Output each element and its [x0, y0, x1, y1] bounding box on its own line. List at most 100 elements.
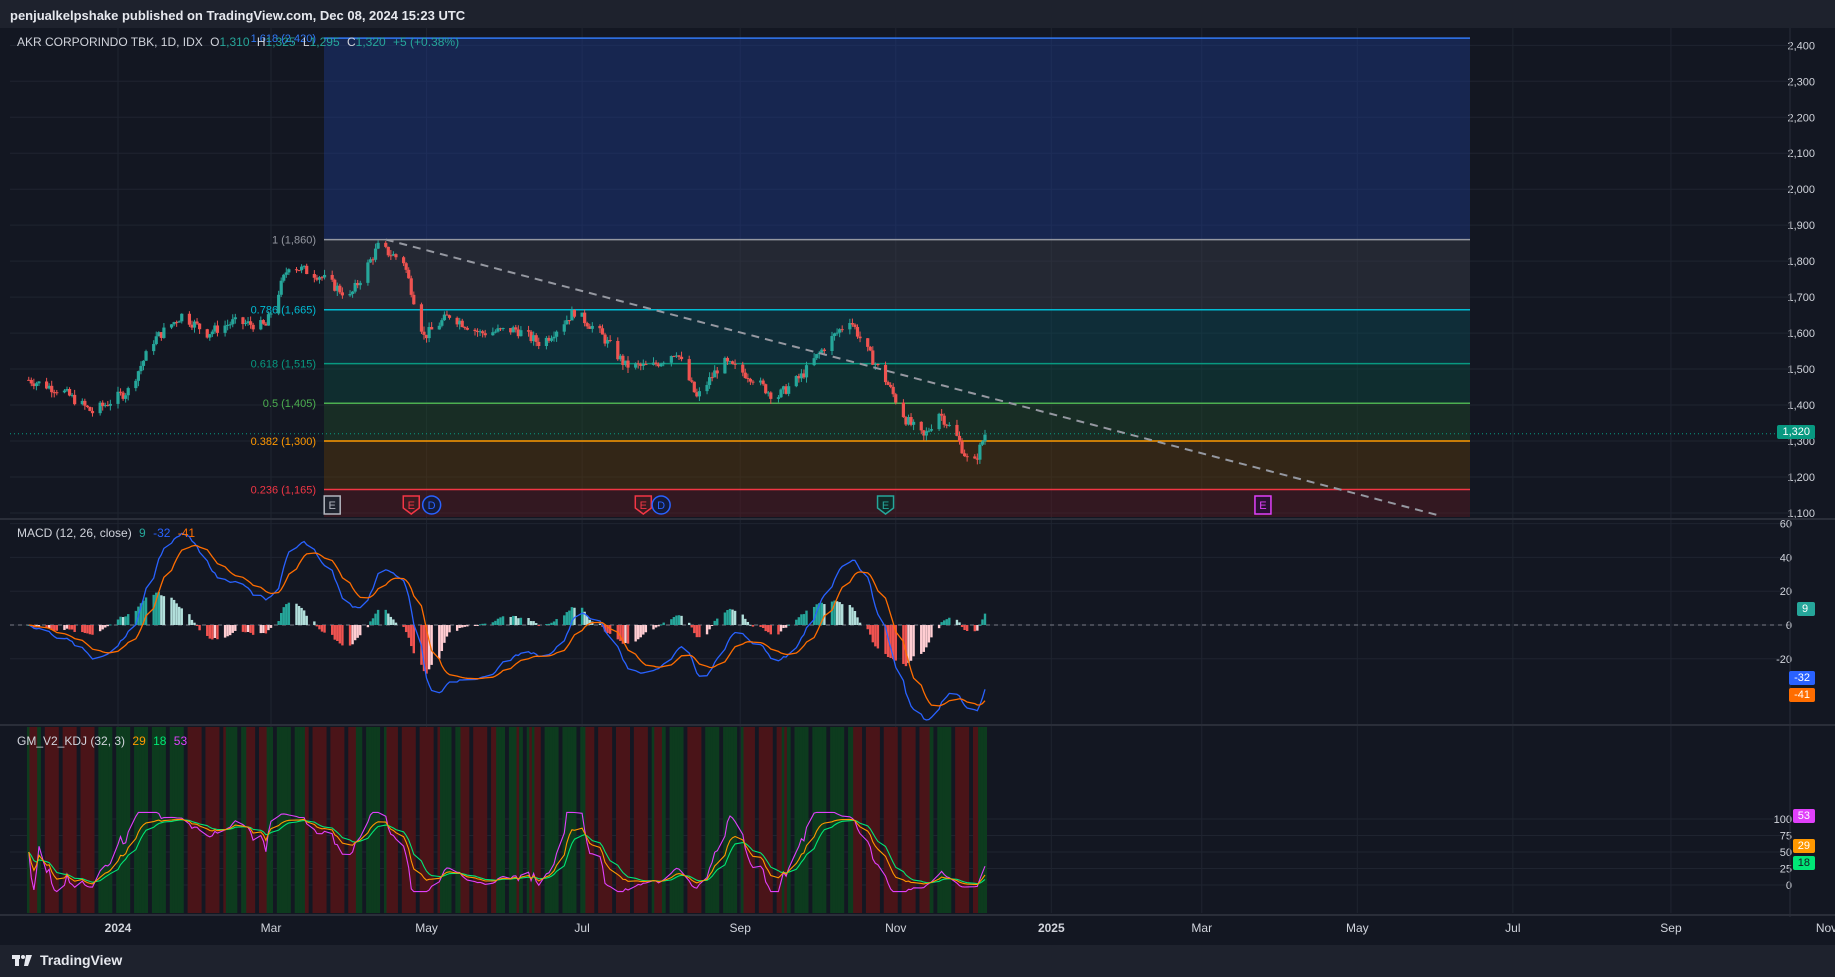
candle-body [942, 415, 946, 425]
tradingview-logo[interactable]: TradingView [12, 952, 122, 968]
candle-body [124, 395, 128, 399]
kdj-regime-band [786, 727, 791, 913]
candle-body [243, 323, 248, 325]
kdj-regime-band [440, 727, 444, 913]
candle-body [279, 280, 283, 295]
macd-histogram-bar [366, 625, 370, 628]
kdj-regime-band [516, 727, 521, 913]
macd-histogram-bar [568, 610, 571, 625]
kdj-regime-band [832, 727, 837, 913]
macd-histogram-bar [695, 625, 699, 638]
kdj-regime-band [549, 727, 554, 913]
candle-body [501, 328, 505, 330]
candle-body [894, 394, 898, 403]
macd-axis-label: 20 [1780, 586, 1792, 598]
macd-histogram-bar [142, 600, 145, 625]
macd-line [28, 532, 986, 721]
kdj-regime-band [743, 727, 748, 913]
kdj-regime-band [848, 727, 852, 913]
macd-histogram-bar [68, 625, 71, 630]
candle-body [141, 360, 146, 366]
macd-histogram-bar [162, 596, 166, 625]
candle-body [249, 321, 253, 325]
event-marker-letter: E [408, 500, 415, 512]
time-axis-label: Sep [730, 921, 752, 935]
macd-histogram-bar [369, 621, 372, 625]
time-axis-label: Jul [1505, 921, 1520, 935]
macd-histogram-bar [583, 611, 586, 625]
candle-body [621, 355, 625, 365]
kdj-title: GM_V2_KDJ (32, 3) [17, 734, 126, 748]
price-axis-label: 1,100 [1787, 508, 1815, 520]
macd-histogram-bar [83, 625, 87, 634]
kdj-regime-band [587, 727, 592, 913]
candle-body [269, 313, 273, 315]
kdj-regime-band [44, 727, 49, 913]
fib-level-label: 0.618 (1,515) [251, 359, 316, 371]
candle-body [284, 272, 288, 275]
macd-histogram-bar [761, 625, 765, 629]
kdj-regime-band [371, 727, 375, 913]
kdj-regime-band [116, 727, 120, 913]
candle-body [241, 317, 245, 325]
kdj-legend[interactable]: GM_V2_KDJ (32, 3) 29 18 53 [17, 734, 191, 748]
candle-body [233, 317, 237, 320]
macd-histogram-bar [387, 613, 390, 625]
price-axis-label: 1,400 [1787, 400, 1815, 412]
candle-body [912, 421, 916, 425]
macd-histogram-bar [565, 612, 568, 625]
macd-histogram-bar [769, 625, 772, 635]
kdj-regime-band [763, 727, 768, 913]
kdj-regime-band [251, 727, 256, 913]
kdj-regime-band [687, 727, 692, 913]
kdj-regime-band [939, 727, 944, 913]
candle-body [776, 397, 781, 399]
macd-histogram-bar [884, 625, 887, 654]
kdj-regime-band [243, 727, 248, 913]
candle-body [251, 324, 255, 330]
kdj-regime-band [871, 727, 875, 913]
candle-body [692, 381, 696, 393]
kdj-regime-band [983, 727, 987, 913]
kdj-regime-band [776, 727, 781, 913]
kdj-regime-band [123, 727, 128, 913]
kdj-regime-band [644, 727, 648, 913]
kdj-regime-band [603, 727, 608, 913]
candle-body [537, 341, 541, 347]
macd-histogram-bar [981, 619, 984, 625]
candle-body [80, 400, 84, 405]
candle-body [424, 334, 429, 339]
high-value: 1,325 [265, 35, 296, 49]
macd-histogram-bar [47, 625, 51, 629]
macd-histogram-bar [708, 625, 711, 630]
candle-body [555, 331, 559, 337]
macd-histogram-bar [473, 625, 477, 626]
candle-body [101, 402, 105, 407]
kdj-j-tag: 53 [1792, 809, 1815, 823]
fibonacci-retracement[interactable]: 1.618 (2,420) 1 (1,860) 0.786 (1,665) 0.618… [251, 33, 1470, 517]
macd-histogram-bar [175, 603, 178, 625]
candle-body [394, 254, 398, 258]
candle-body [315, 277, 319, 280]
symbol-legend[interactable]: AKR CORPORINDO TBK, 1D, IDX O1,310 H1,32… [17, 35, 463, 49]
kdj-regime-band [340, 727, 345, 913]
kdj-regime-band [480, 727, 485, 913]
kdj-regime-band [692, 727, 697, 913]
macd-histogram-bar [226, 625, 229, 637]
earnings-marker [402, 495, 420, 515]
macd-histogram-bar [223, 625, 227, 638]
candle-body [312, 274, 316, 278]
pane-dividers[interactable] [0, 28, 1835, 917]
candle-body [386, 246, 390, 256]
macd-legend[interactable]: MACD (12, 26, close) 9 -32 -41 [17, 526, 199, 540]
macd-histogram-bar [443, 625, 446, 643]
symbol-name[interactable]: AKR CORPORINDO TBK, 1D, IDX [17, 35, 203, 49]
candle-body [208, 334, 212, 338]
candle-body [422, 331, 426, 335]
kdj-regime-band [758, 727, 763, 913]
macd-histogram-bar [484, 623, 487, 625]
candle-body [904, 417, 908, 425]
macd-histogram-bar [410, 625, 413, 647]
macd-histogram-bar [302, 610, 306, 625]
